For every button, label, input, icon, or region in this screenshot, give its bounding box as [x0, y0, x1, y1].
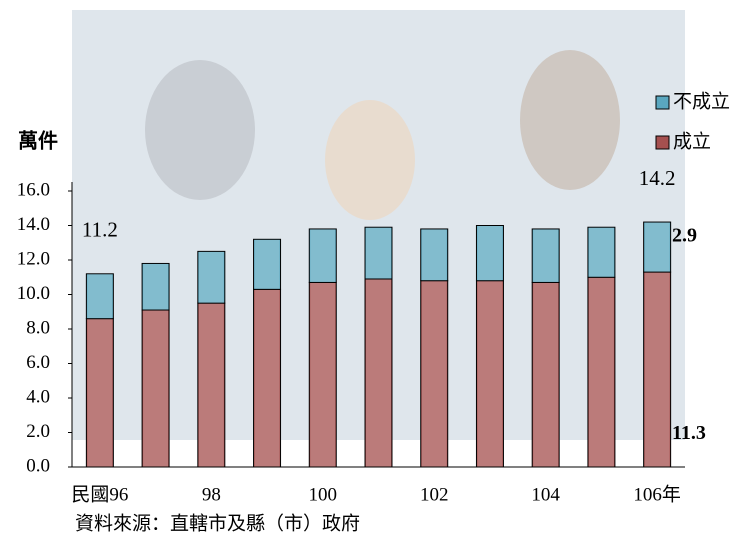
x-tick-label: 98 — [202, 484, 221, 505]
y-tick-label: 12.0 — [17, 248, 50, 269]
y-tick-label: 6.0 — [26, 352, 50, 373]
bar-highlight — [533, 282, 559, 467]
bar-highlight — [254, 239, 280, 289]
bar-highlight — [143, 263, 169, 310]
y-tick-label: 16.0 — [17, 179, 50, 200]
value-label: 11.3 — [672, 422, 706, 444]
bar-segment — [308, 228, 337, 283]
bar-segment — [587, 276, 616, 468]
bar-highlight — [310, 229, 336, 282]
bar-segment — [253, 288, 282, 468]
total-label: 14.2 — [639, 166, 676, 190]
x-tick-label: 民國96 — [71, 484, 128, 505]
bar-segment — [475, 225, 504, 282]
bar-highlight — [588, 277, 614, 467]
bar-highlight — [198, 251, 224, 303]
bar-segment — [643, 221, 672, 273]
y-unit: 萬件 — [18, 129, 58, 153]
value-label: 2.9 — [672, 225, 697, 247]
bar-highlight — [254, 289, 280, 467]
bar-segment — [141, 262, 170, 311]
x-tick-label: 102 — [420, 484, 449, 505]
bar-segment — [364, 278, 393, 468]
bar-segment — [141, 309, 170, 468]
legend-label: 不成立 — [673, 90, 730, 112]
bar-highlight — [477, 281, 503, 467]
bar-highlight — [198, 303, 224, 467]
bar-segment — [420, 280, 449, 468]
x-tick-label: 106年 — [633, 483, 681, 505]
y-tick-label: 8.0 — [26, 317, 50, 338]
bar-highlight — [143, 310, 169, 467]
source: 資料來源：直轄市及縣（市）政府 — [75, 513, 360, 535]
bar-segment — [587, 226, 616, 278]
bar-segment — [253, 238, 282, 290]
y-tick-label: 4.0 — [26, 386, 50, 407]
x-tick-label: 100 — [309, 484, 338, 505]
y-tick-label: 0.0 — [26, 455, 50, 476]
bar-segment — [308, 281, 337, 468]
legend-label: 成立 — [673, 130, 711, 152]
bar-segment — [420, 228, 449, 282]
y-tick-label: 2.0 — [26, 421, 50, 442]
bar-highlight — [477, 226, 503, 281]
bar-highlight — [87, 319, 113, 467]
total-label: 11.2 — [82, 218, 118, 242]
bar-highlight — [87, 274, 113, 319]
bar-segment — [197, 302, 226, 468]
background-figure — [520, 50, 620, 190]
y-tick-label: 14.0 — [17, 214, 50, 235]
bar-segment — [197, 250, 226, 304]
bar-segment — [85, 318, 114, 468]
bar-highlight — [366, 279, 391, 467]
bar-highlight — [644, 222, 670, 272]
bar-highlight — [588, 227, 614, 277]
bar-segment — [364, 226, 393, 280]
x-tick-label: 104 — [531, 484, 560, 505]
bar-segment — [475, 280, 504, 468]
legend-swatch — [655, 135, 670, 150]
bar-highlight — [366, 227, 391, 279]
background-figure — [325, 100, 415, 220]
bar-segment — [531, 281, 560, 468]
y-tick-label: 10.0 — [17, 283, 50, 304]
bar-segment — [531, 228, 560, 283]
legend-swatch — [655, 95, 670, 110]
bar-highlight — [533, 229, 559, 282]
background-figure — [145, 60, 255, 200]
bar-highlight — [421, 281, 447, 467]
bar-highlight — [310, 282, 336, 467]
bar-highlight — [421, 229, 447, 281]
bar-segment — [85, 273, 114, 320]
bar-highlight — [644, 272, 670, 467]
